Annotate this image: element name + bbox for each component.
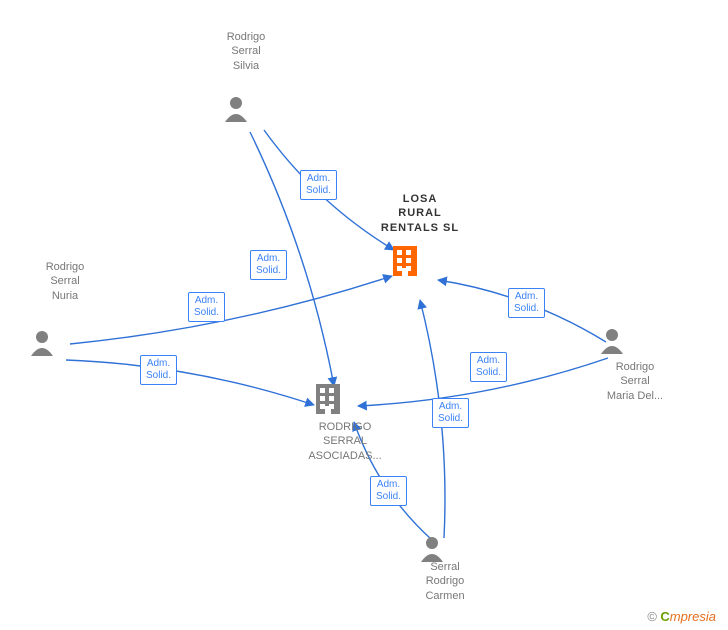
edge-label: Adm. Solid. [470,352,507,382]
person-icon [31,331,53,356]
edge [70,276,392,344]
edge-label: Adm. Solid. [370,476,407,506]
edge-label: Adm. Solid. [250,250,287,280]
node-label-rodrigo: RODRIGO SERRAL ASOCIADAS... [295,420,395,463]
node-label-nuria: Rodrigo Serral Nuria [30,260,100,303]
person-icon [225,97,247,122]
copyright-symbol: © [647,609,657,624]
brand-initial: C [660,609,669,624]
node-label-carmen: Serral Rodrigo Carmen [405,560,485,603]
brand-rest: mpresia [670,609,716,624]
person-icon [421,537,443,562]
edge-label: Adm. Solid. [432,398,469,428]
node-label-losa: LOSA RURAL RENTALS SL [370,192,470,235]
building-icon [316,384,340,414]
edge [66,360,314,405]
edge-label: Adm. Solid. [300,170,337,200]
building-icon [393,246,417,276]
node-label-silvia: Rodrigo Serral Silvia [206,30,286,73]
node-label-maria: Rodrigo Serral Maria Del... [590,360,680,403]
network-diagram [0,0,728,630]
credit-line: © Cmpresia [647,609,716,624]
edge-label: Adm. Solid. [188,292,225,322]
edge-label: Adm. Solid. [140,355,177,385]
edge-label: Adm. Solid. [508,288,545,318]
